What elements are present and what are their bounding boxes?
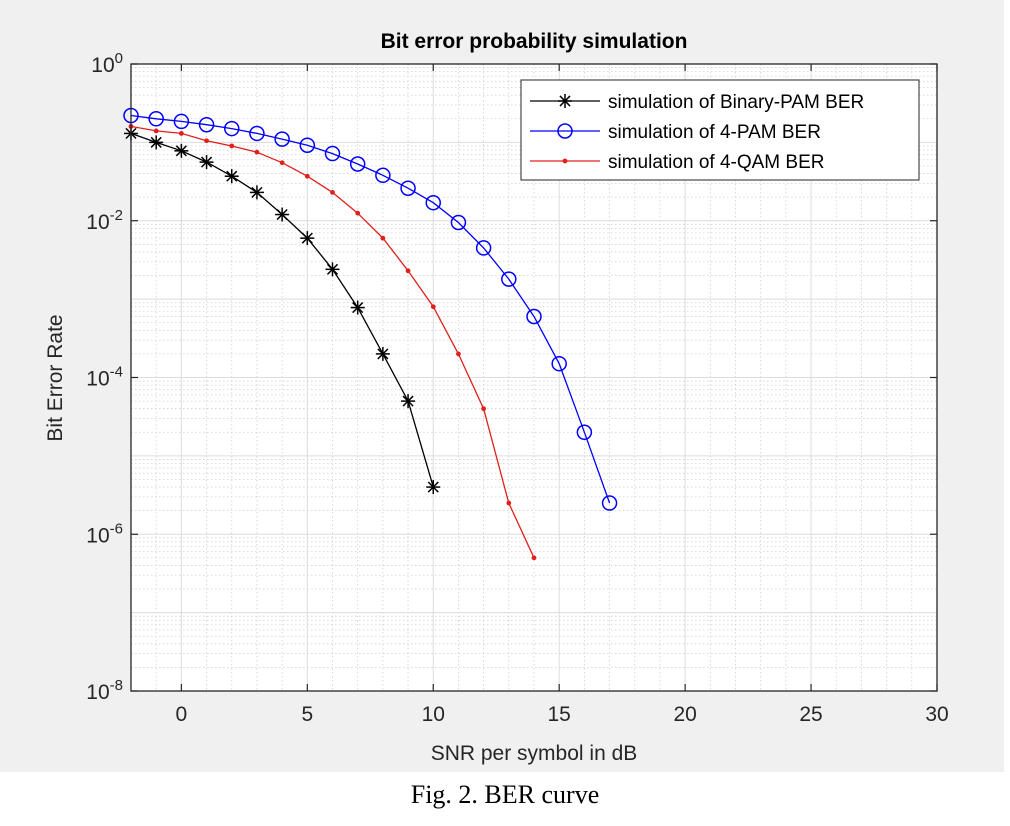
series-2 [123, 107, 618, 511]
data-point-circle [299, 137, 316, 153]
data-point-circle [551, 355, 567, 372]
x-tick-label: 30 [925, 703, 948, 726]
data-point-dot [178, 131, 184, 136]
data-point-dot [481, 406, 487, 412]
data-point-dot [506, 500, 512, 506]
data-point-dot [380, 235, 386, 241]
data-point-dot [330, 189, 335, 195]
data-point-dot [355, 210, 361, 216]
data-point-dot [405, 268, 411, 274]
y-tick-label: 100 [91, 50, 123, 77]
data-point-circle [526, 308, 542, 325]
ber-chart: 0 5 10 15 20 25 30 100 10-2 10-4 10-6 10-8 Bit err… [44, 30, 949, 765]
legend: simulation of Binary-PAM BER simulation o… [520, 79, 920, 181]
x-tick-label: 0 [176, 703, 188, 726]
data-point-dot [304, 173, 310, 179]
data-point-dot [562, 158, 568, 164]
data-point-asterisk [426, 480, 441, 495]
data-point-circle [576, 424, 593, 441]
legend-label: simulation of Binary-PAM BER [608, 92, 864, 113]
data-point-circle [601, 495, 618, 511]
y-axis: 100 10-2 10-4 10-6 10-8 [86, 50, 937, 704]
legend-entry: simulation of Binary-PAM BER [530, 92, 864, 113]
data-point-asterisk [558, 94, 572, 108]
data-point-circle [224, 120, 240, 137]
y-tick-label: 10-2 [86, 207, 123, 234]
data-point-dot [456, 351, 461, 357]
series-3 [128, 123, 537, 561]
y-tick-label: 10-4 [86, 364, 123, 391]
legend-label: simulation of 4-QAM BER [608, 152, 824, 173]
y-tick-label: 10-6 [86, 520, 123, 547]
data-point-circle [475, 240, 492, 256]
x-axis-label: SNR per symbol in dB [431, 742, 638, 765]
data-point-dot [153, 128, 159, 134]
data-point-dot [531, 555, 537, 561]
data-point-circle [198, 116, 215, 133]
data-point-circle [400, 180, 416, 196]
data-point-asterisk [300, 231, 315, 246]
data-point-asterisk [350, 300, 365, 315]
series-layer [123, 107, 618, 561]
data-point-circle [501, 271, 517, 287]
legend-label: simulation of 4-PAM BER [608, 122, 821, 143]
data-point-asterisk [224, 169, 239, 184]
x-tick-label: 15 [548, 703, 571, 726]
data-point-dot [254, 149, 260, 155]
data-point-circle [425, 194, 441, 211]
data-point-asterisk [325, 262, 340, 277]
y-axis-label: Bit Error Rate [44, 314, 67, 441]
legend-box [520, 79, 920, 181]
data-point-circle [249, 125, 265, 142]
legend-entry: simulation of 4-QAM BER [530, 152, 824, 173]
x-tick-label: 25 [799, 703, 822, 726]
figure-caption: Fig. 2. BER curve [410, 780, 600, 809]
y-tick-label: 10-8 [86, 677, 123, 704]
data-point-circle [349, 156, 366, 172]
x-tick-label: 20 [673, 703, 696, 726]
data-point-circle [148, 111, 164, 127]
data-point-circle [375, 167, 391, 184]
data-point-dot [430, 304, 436, 310]
data-point-circle [557, 123, 573, 139]
legend-entry: simulation of 4-PAM BER [530, 122, 821, 143]
x-tick-label: 5 [301, 703, 313, 726]
data-point-circle [173, 113, 190, 130]
data-point-dot [279, 160, 285, 166]
chart-title: Bit error probability simulation [381, 30, 688, 53]
x-tick-label: 10 [422, 703, 445, 726]
data-point-asterisk [401, 394, 416, 409]
data-point-asterisk [149, 135, 164, 150]
data-point-asterisk [249, 185, 264, 200]
data-point-asterisk [199, 155, 214, 170]
data-point-circle [274, 131, 290, 147]
data-point-asterisk [174, 143, 189, 158]
x-axis: 0 5 10 15 20 25 30 [176, 64, 949, 726]
data-point-dot [204, 138, 209, 144]
data-point-dot [229, 143, 235, 149]
data-point-circle [324, 145, 341, 162]
data-point-asterisk [375, 346, 390, 361]
data-point-circle [450, 214, 467, 231]
data-point-asterisk [275, 207, 290, 222]
